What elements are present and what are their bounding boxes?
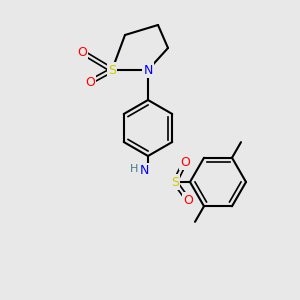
Text: O: O xyxy=(85,76,95,88)
Text: N: N xyxy=(143,64,153,76)
Text: N: N xyxy=(139,164,149,178)
Text: O: O xyxy=(180,155,190,169)
Text: O: O xyxy=(77,46,87,59)
Text: H: H xyxy=(130,164,138,174)
Text: O: O xyxy=(183,194,193,206)
Text: S: S xyxy=(171,176,179,188)
Text: S: S xyxy=(108,64,116,76)
